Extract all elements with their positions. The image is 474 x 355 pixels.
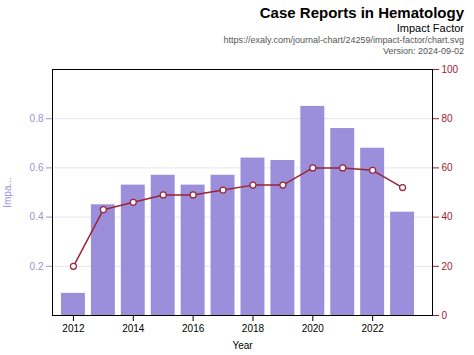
svg-text:80: 80 [442,113,454,124]
html-text:Case Reports in Hematology: Case Reports in Hematology [259,4,464,21]
svg-text:0: 0 [442,309,448,320]
svg-text:2018: 2018 [242,322,265,333]
html-text:Version: 2024-09-02: Version: 2024-09-02 [382,46,464,56]
svg-text:0.8: 0.8 [30,113,44,124]
svg-text:20: 20 [442,260,454,271]
svg-text:2016: 2016 [182,322,205,333]
svg-text:2014: 2014 [122,322,145,333]
svg-text:0.4: 0.4 [30,211,44,222]
svg-text:0.2: 0.2 [30,260,44,271]
svg-text:60: 60 [442,162,454,173]
html-text:Impact Factor: Impact Factor [396,22,464,34]
svg-text:2022: 2022 [362,322,385,333]
svg-text:2020: 2020 [302,322,325,333]
svg-text:40: 40 [442,211,454,222]
svg-text:Impa...: Impa... [2,177,13,208]
svg-text:Year: Year [232,339,253,350]
svg-text:100: 100 [442,63,459,74]
svg-text:0.6: 0.6 [30,162,44,173]
svg-text:2012: 2012 [62,322,85,333]
html-text:https://exaly.com/journal-char: https://exaly.com/journal-chart/24259/im… [223,35,464,46]
